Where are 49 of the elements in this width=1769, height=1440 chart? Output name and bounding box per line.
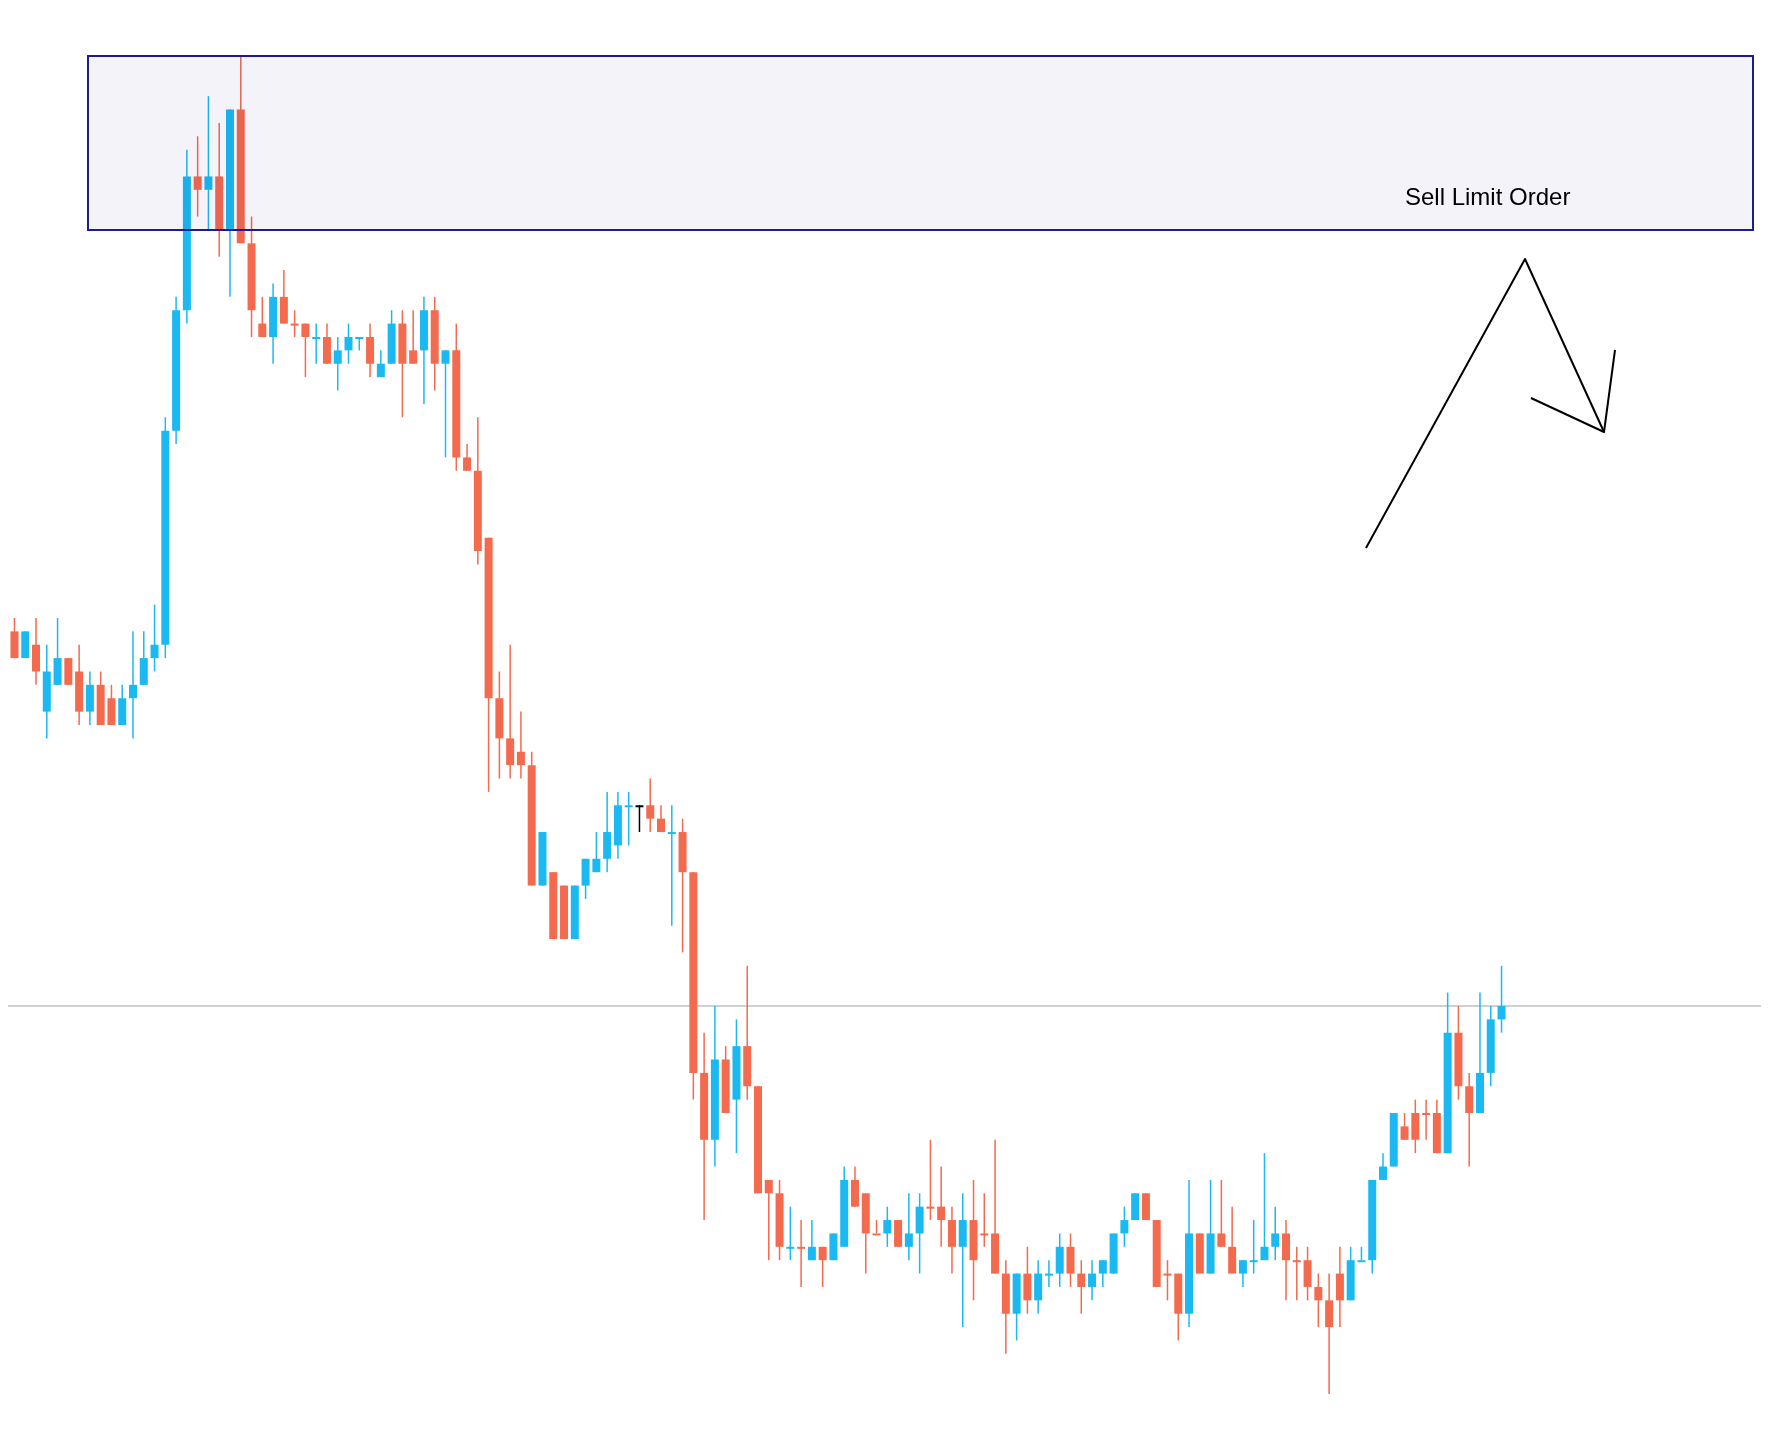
candlestick xyxy=(1088,1259,1097,1302)
candlestick xyxy=(1422,1098,1431,1141)
candlestick xyxy=(1400,1112,1409,1141)
candlestick xyxy=(807,1219,816,1261)
candlestick xyxy=(290,309,299,338)
candlestick xyxy=(818,1246,827,1288)
candlestick xyxy=(635,804,644,833)
candlestick xyxy=(1077,1259,1086,1315)
candlestick xyxy=(1379,1152,1387,1181)
candlestick xyxy=(1497,965,1506,1034)
candlestick xyxy=(441,349,450,459)
candlestick xyxy=(463,443,472,472)
candlestick xyxy=(1217,1179,1226,1248)
candlestick xyxy=(150,603,159,673)
candlestick xyxy=(624,791,633,847)
candlestick xyxy=(1271,1205,1280,1261)
candlestick xyxy=(667,804,676,927)
candlestick xyxy=(926,1139,935,1221)
candlestick xyxy=(129,630,137,740)
candlestick xyxy=(193,135,202,218)
candlestick xyxy=(1120,1205,1129,1248)
candlestick xyxy=(1238,1259,1247,1288)
candlestick xyxy=(646,777,655,833)
candlestick xyxy=(1314,1272,1323,1328)
candlestick xyxy=(376,349,385,378)
candlestick xyxy=(883,1205,892,1248)
candlestick xyxy=(904,1192,913,1261)
band-label: Sell Limit Order xyxy=(1405,183,1571,211)
candlestick xyxy=(797,1219,806,1288)
candlestick xyxy=(333,336,342,392)
candlestick xyxy=(592,831,601,873)
candlestick xyxy=(1249,1219,1258,1275)
candlestick xyxy=(937,1165,946,1248)
candlestick xyxy=(1292,1246,1301,1302)
candlestick xyxy=(409,309,418,365)
candlestick xyxy=(980,1192,989,1248)
candlestick xyxy=(258,296,267,338)
candlestick xyxy=(312,322,321,365)
candlestick xyxy=(1163,1259,1172,1302)
candlestick xyxy=(764,1179,773,1261)
candlestick xyxy=(344,322,353,365)
candlestick xyxy=(1260,1152,1269,1261)
candlestick xyxy=(516,710,525,780)
candlestick xyxy=(204,95,213,231)
candlestick xyxy=(786,1205,795,1261)
candlestick xyxy=(1098,1259,1107,1288)
candlestick xyxy=(657,804,666,833)
candlestick xyxy=(1044,1259,1053,1288)
candlestick xyxy=(301,322,310,378)
